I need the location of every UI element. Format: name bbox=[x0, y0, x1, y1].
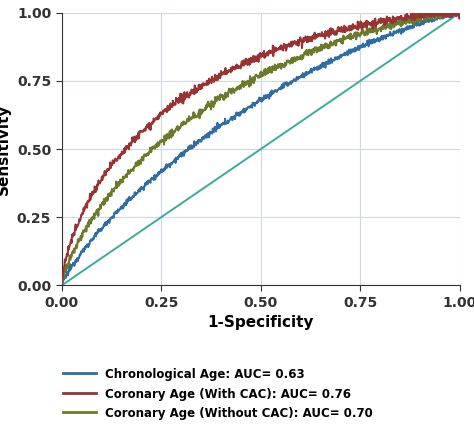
Y-axis label: Sensitivity: Sensitivity bbox=[0, 104, 11, 195]
Legend: Chronological Age: AUC= 0.63, Coronary Age (With CAC): AUC= 0.76, Coronary Age (: Chronological Age: AUC= 0.63, Coronary A… bbox=[63, 368, 373, 420]
X-axis label: 1-Specificity: 1-Specificity bbox=[208, 315, 314, 331]
